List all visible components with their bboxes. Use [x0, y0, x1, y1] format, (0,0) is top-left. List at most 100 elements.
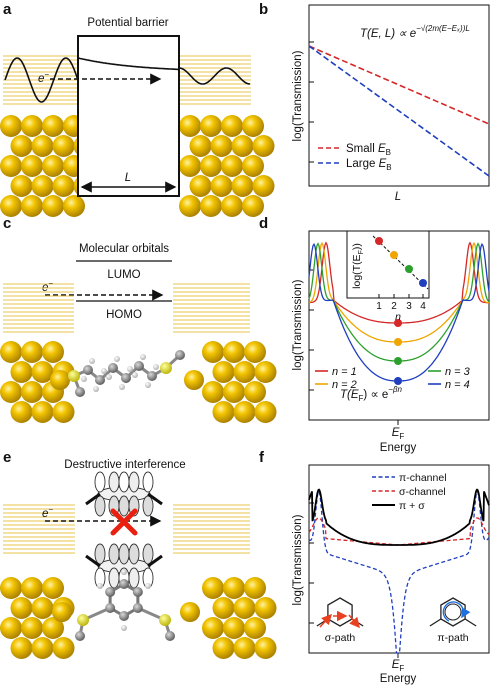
gold-atom [31, 361, 54, 383]
gold-atom [223, 577, 245, 599]
carbon-atom [75, 387, 85, 397]
hydrogen-atom [114, 356, 120, 362]
gold-atom [212, 401, 235, 423]
xlabel-b: L [395, 191, 401, 203]
inset-point-n4 [419, 279, 427, 287]
gold-atom [0, 341, 22, 363]
gold-atom [21, 577, 43, 599]
legend-small-eb: Small EB [346, 143, 391, 157]
min-marker-n4 [394, 377, 402, 385]
barrier-box [77, 35, 180, 197]
gold-atom [42, 115, 64, 137]
gold-atom [231, 135, 254, 157]
electrode-left-lines [3, 55, 78, 105]
gold-atom [231, 175, 254, 197]
gold-atom [10, 597, 33, 619]
width-label: L [125, 172, 131, 184]
line-small-eb [308, 45, 490, 125]
gold-atom [233, 361, 256, 383]
gold-atom [254, 361, 277, 383]
gold-atom [223, 341, 245, 363]
gold-electrode-right-e [202, 577, 277, 659]
gold-atom [233, 637, 256, 659]
line-large-eb [308, 45, 490, 177]
bond [147, 492, 163, 506]
gold-electrode-right-c [202, 341, 277, 423]
gold-atom [21, 617, 43, 639]
gold-atom [50, 370, 70, 390]
gold-atom [179, 115, 201, 137]
gold-atom [42, 195, 64, 217]
inset-xtick-label: 4 [420, 301, 426, 312]
gold-atom [212, 361, 235, 383]
legend-pi-channel: π-channel [399, 472, 447, 484]
sigma-path-arrow [348, 614, 360, 629]
gold-atom [223, 381, 245, 403]
panel-d: d log(Transmission) EF Energy log(T(EF))… [259, 215, 490, 454]
inset-ylabel: log(T(EF)) [351, 243, 365, 289]
xtick-label-f: EF [392, 659, 405, 673]
formula-d: T(EF) ∝ e−βn [340, 385, 403, 403]
hydrogen-atom [145, 583, 151, 589]
plot-frame-b [308, 4, 490, 187]
legend-label-n4: n = 4 [445, 379, 470, 391]
gold-atom [254, 637, 277, 659]
carbon-atom [132, 587, 143, 597]
transmission-curves-f [308, 488, 490, 654]
aromatic-circle [444, 603, 462, 621]
wavefunction [4, 57, 251, 103]
pi-path-label: π-path [437, 632, 468, 644]
bond [85, 554, 101, 568]
benzene-ring [327, 597, 353, 627]
gold-atom [31, 175, 54, 197]
electrode-right-lines-c [173, 283, 250, 333]
gold-atom [52, 637, 75, 659]
pi-path-arrow [442, 601, 471, 622]
hydrogen-atom [153, 364, 159, 370]
electron-label-e: e− [42, 505, 53, 520]
gold-atom [0, 381, 22, 403]
sulfur-atom [159, 614, 171, 626]
xtick-label-d: EF [392, 427, 405, 441]
gold-atom [223, 617, 245, 639]
hydrogen-atom [140, 354, 146, 360]
gold-atom [0, 195, 22, 217]
curve-total [308, 488, 490, 546]
gold-atom [244, 381, 266, 403]
hydrogen-atom [132, 372, 138, 378]
gold-atom [242, 115, 264, 137]
gold-atom [21, 381, 43, 403]
gold-atom [189, 175, 212, 197]
gold-atom [254, 401, 277, 423]
carbon-atom [134, 361, 144, 371]
gold-atom [202, 381, 224, 403]
xlabel-d: Energy [380, 442, 417, 454]
inset-point-n1 [375, 237, 383, 245]
gold-atom [42, 617, 64, 639]
gold-atom [233, 401, 256, 423]
hydrogen-atom [89, 358, 95, 364]
legend-sigma-channel: σ-channel [399, 486, 446, 498]
legend-label-n3: n = 3 [445, 366, 471, 378]
cross-icon [110, 508, 138, 536]
carbon-atom [165, 631, 175, 641]
carbon-atom [132, 603, 143, 613]
transmission-curves-d [308, 241, 490, 385]
gold-atom [10, 637, 33, 659]
gold-electrode-right [179, 115, 275, 217]
panel-letter-b: b [259, 1, 268, 18]
legend-label-n2: n = 2 [332, 379, 357, 391]
gold-atom [212, 637, 235, 659]
gold-atom [244, 341, 266, 363]
hydrogen-atom [81, 376, 87, 382]
gold-atom [200, 115, 222, 137]
orbital-lobe [94, 495, 106, 517]
orbital-lobe [108, 543, 120, 565]
gold-atom [242, 155, 264, 177]
gold-atom [42, 155, 64, 177]
bond [147, 554, 163, 568]
interference-title: Destructive interference [64, 459, 185, 471]
hydrogen-atom [106, 374, 112, 380]
gold-atom [0, 155, 22, 177]
